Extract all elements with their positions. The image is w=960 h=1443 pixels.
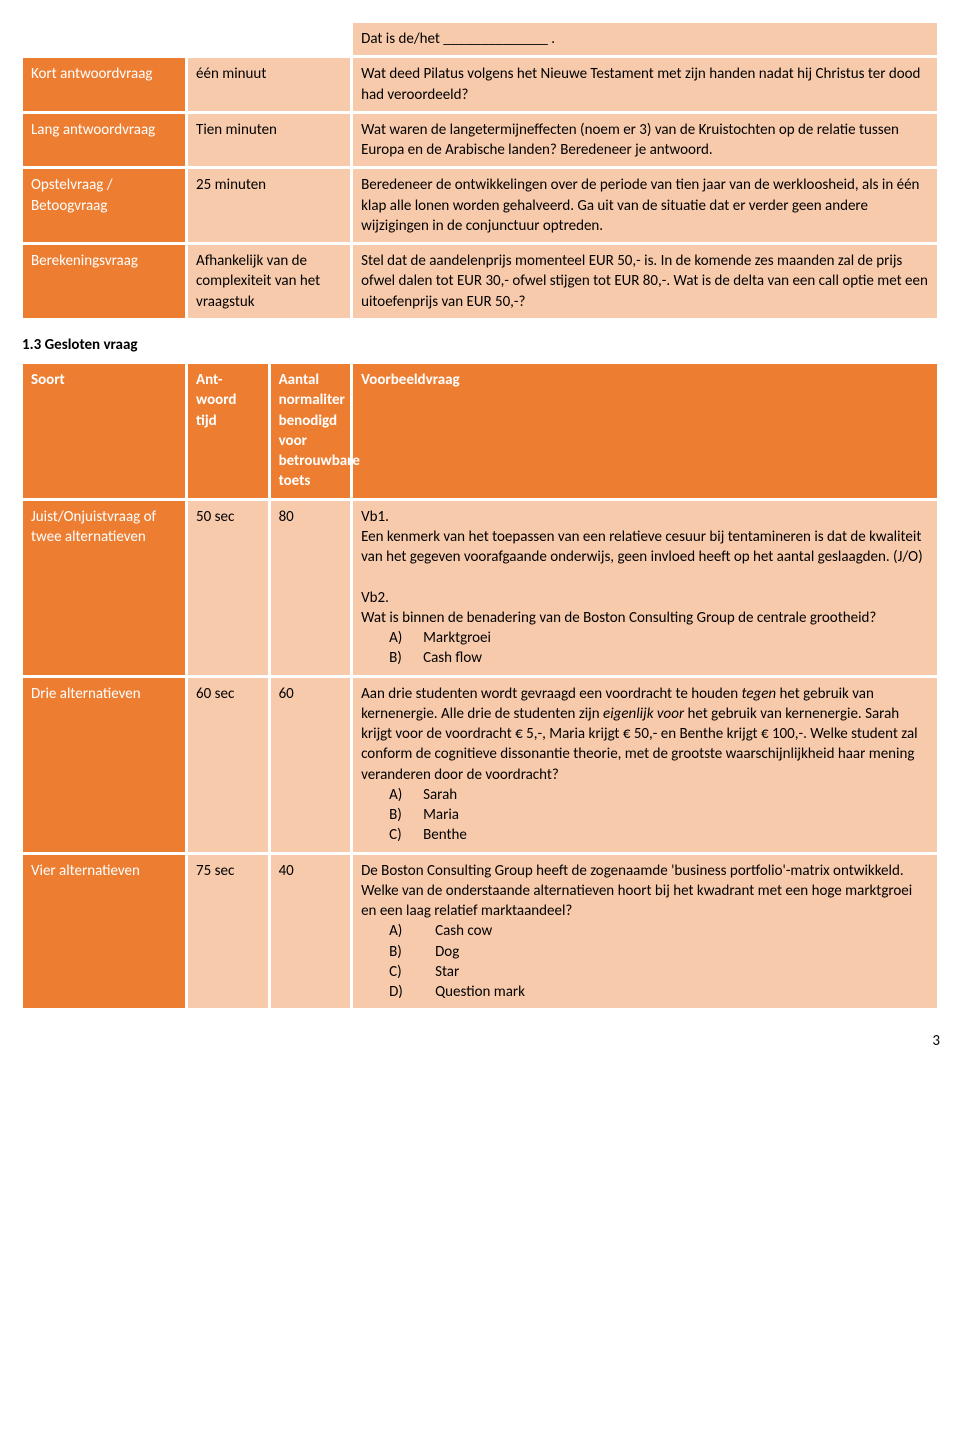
table-header-row: Soort Ant-woord tijd Aantal normaliter b… [22, 363, 939, 500]
option-key: B) [389, 805, 423, 825]
text-fragment: De Boston Consulting Group heeft de zoge… [361, 862, 912, 921]
col-header-voorbeeld: Voorbeeldvraag [352, 363, 939, 500]
example-cell: Beredeneer de ontwikkelingen over de per… [352, 168, 939, 244]
options-list: A)Marktgroei B)Cash flow [361, 628, 929, 669]
option-value: Sarah [423, 785, 457, 805]
row-header: Juist/Onjuistvraag of twee alternatieven [22, 499, 187, 676]
options-list: A)Sarah B)Maria C)Benthe [361, 785, 929, 846]
option-value: Marktgroei [423, 628, 491, 648]
row-header: Drie alternatieven [22, 676, 187, 853]
row-header: Kort antwoordvraag [22, 57, 187, 113]
options-list: A)Cash cow B)Dog C)Star D)Question mark [361, 921, 929, 1002]
text-fragment: Aan drie studenten wordt gevraagd een vo… [361, 685, 741, 703]
option-key: B) [389, 648, 423, 668]
option-key: A) [389, 921, 435, 941]
vb2-text: Wat is binnen de benadering van de Bosto… [361, 609, 876, 627]
row-header: Vier alternatieven [22, 853, 187, 1010]
count-cell: 40 [269, 853, 352, 1010]
vb1-label: Vb1. [361, 508, 389, 526]
table-row: Berekeningsvraag Afhankelijk van de comp… [22, 244, 939, 320]
time-cell: 60 sec [187, 676, 270, 853]
col-header-tijd: Ant-woord tijd [187, 363, 270, 500]
option-value: Cash flow [423, 648, 482, 668]
row-header: Lang antwoordvraag [22, 112, 187, 168]
option-key: B) [389, 942, 435, 962]
col-header-aantal: Aantal normaliter benodigd voor betrouwb… [269, 363, 352, 500]
example-cell: Aan drie studenten wordt gevraagd een vo… [352, 676, 939, 853]
empty-cell [187, 22, 352, 57]
row-header: Berekeningsvraag [22, 244, 187, 320]
open-questions-table: Dat is de/het ______________ . Kort antw… [20, 20, 940, 321]
option-key: A) [389, 628, 423, 648]
time-cell: 50 sec [187, 499, 270, 676]
time-cell: 75 sec [187, 853, 270, 1010]
vb1-text: Een kenmerk van het toepassen van een re… [361, 528, 923, 566]
time-cell: één minuut [187, 57, 352, 113]
example-cell: Wat deed Pilatus volgens het Nieuwe Test… [352, 57, 939, 113]
time-cell: Afhankelijk van de complexiteit van het … [187, 244, 352, 320]
option-key: C) [389, 825, 423, 845]
emphasis: tegen [741, 685, 776, 703]
col-header-soort: Soort [22, 363, 187, 500]
option-key: A) [389, 785, 423, 805]
example-cell: De Boston Consulting Group heeft de zoge… [352, 853, 939, 1010]
table-row: Drie alternatieven 60 sec 60 Aan drie st… [22, 676, 939, 853]
emphasis: eigenlijk voor [603, 705, 684, 723]
vb2-label: Vb2. [361, 589, 389, 607]
option-value: Question mark [435, 982, 525, 1002]
table-row: Lang antwoordvraag Tien minuten Wat ware… [22, 112, 939, 168]
table-row: Kort antwoordvraag één minuut Wat deed P… [22, 57, 939, 113]
example-cell: Dat is de/het ______________ . [352, 22, 939, 57]
option-key: D) [389, 982, 435, 1002]
empty-cell [22, 22, 187, 57]
example-cell: Wat waren de langetermijneffecten (noem … [352, 112, 939, 168]
table-row: Opstelvraag / Betoogvraag 25 minuten Ber… [22, 168, 939, 244]
closed-questions-table: Soort Ant-woord tijd Aantal normaliter b… [20, 361, 940, 1011]
option-value: Cash cow [435, 921, 492, 941]
option-value: Star [435, 962, 459, 982]
option-value: Benthe [423, 825, 467, 845]
option-value: Dog [435, 942, 459, 962]
count-cell: 60 [269, 676, 352, 853]
example-cell: Vb1. Een kenmerk van het toepassen van e… [352, 499, 939, 676]
time-cell: 25 minuten [187, 168, 352, 244]
example-cell: Stel dat de aandelenprijs momenteel EUR … [352, 244, 939, 320]
page-number: 3 [20, 1031, 940, 1051]
row-header: Opstelvraag / Betoogvraag [22, 168, 187, 244]
option-key: C) [389, 962, 435, 982]
section-heading: 1.3 Gesloten vraag [22, 335, 940, 355]
table-row: Juist/Onjuistvraag of twee alternatieven… [22, 499, 939, 676]
count-cell: 80 [269, 499, 352, 676]
time-cell: Tien minuten [187, 112, 352, 168]
table-row: Vier alternatieven 75 sec 40 De Boston C… [22, 853, 939, 1010]
option-value: Maria [423, 805, 459, 825]
table-row: Dat is de/het ______________ . [22, 22, 939, 57]
